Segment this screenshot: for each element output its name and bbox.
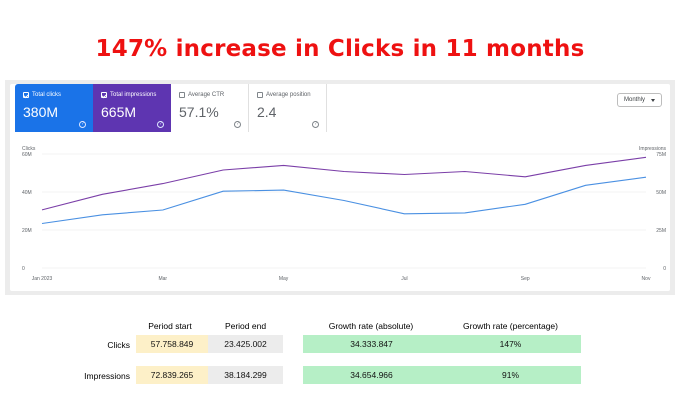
left-axis-title: Clicks: [22, 146, 36, 152]
impressions-period-start: 72.839.265: [136, 366, 208, 384]
right-tick-label: 25M: [656, 228, 666, 234]
average-position-label: Average position: [266, 92, 311, 98]
clicks-growth-percentage: 147%: [440, 335, 581, 353]
total-impressions-label: Total impressions: [110, 92, 157, 98]
performance-card: Total clicks 380M ? Total impressions 66…: [10, 84, 670, 291]
average-position-value: 2.4: [257, 104, 277, 120]
checkbox-unchecked-icon[interactable]: [179, 92, 185, 98]
checkbox-unchecked-icon[interactable]: [257, 92, 263, 98]
header-period-end: Period end: [224, 321, 267, 331]
total-clicks-value: 380M: [23, 104, 59, 120]
total-impressions-value: 665M: [101, 104, 137, 120]
left-tick-label: 60M: [22, 152, 32, 158]
total-clicks-label: Total clicks: [32, 92, 62, 98]
header-period-start: Period start: [148, 321, 192, 331]
left-tick-label: 0: [22, 266, 25, 272]
impressions-growth-absolute: 34.654.966: [303, 366, 440, 384]
average-position-card[interactable]: Average position 2.4 ?: [249, 84, 327, 132]
clicks-growth-absolute: 34.333.847: [303, 335, 440, 353]
average-ctr-card[interactable]: Average CTR 57.1% ?: [171, 84, 249, 132]
total-clicks-card[interactable]: Total clicks 380M ?: [15, 84, 93, 132]
left-tick-label: 40M: [22, 190, 32, 196]
average-ctr-value: 57.1%: [179, 104, 219, 120]
x-tick-label: Mar: [158, 276, 167, 282]
clicks-series-line: [41, 176, 647, 225]
impressions-growth-percentage: 91%: [440, 366, 581, 384]
period-dropdown-label: Monthly: [624, 97, 646, 103]
impressions-period-end: 38.184.299: [208, 366, 283, 384]
checkbox-checked-icon[interactable]: [23, 92, 29, 98]
x-tick-label: May: [279, 276, 289, 282]
clicks-period-end: 23.425.002: [208, 335, 283, 353]
x-tick-label: Sep: [521, 276, 530, 282]
right-tick-label: 0: [663, 266, 666, 272]
average-ctr-label: Average CTR: [188, 92, 225, 98]
search-console-panel: Total clicks 380M ? Total impressions 66…: [5, 80, 675, 295]
caret-down-icon: [651, 98, 656, 102]
headline: 147% increase in Clicks in 11 months: [95, 36, 585, 62]
header-growth-absolute: Growth rate (absolute): [328, 321, 414, 331]
total-impressions-card[interactable]: Total impressions 665M ?: [93, 84, 171, 132]
left-tick-label: 20M: [22, 228, 32, 234]
x-tick-label: Jul: [401, 276, 407, 282]
x-tick-label: Jan 2023: [32, 276, 53, 282]
help-icon[interactable]: ?: [79, 121, 86, 128]
row-label-impressions: Impressions: [84, 371, 130, 381]
right-tick-label: 50M: [656, 190, 666, 196]
x-tick-label: Nov: [642, 276, 651, 282]
row-label-clicks: Clicks: [107, 340, 130, 350]
help-icon[interactable]: ?: [312, 121, 319, 128]
header-growth-percentage: Growth rate (percentage): [463, 321, 558, 331]
period-dropdown[interactable]: Monthly: [617, 93, 662, 107]
clicks-period-start: 57.758.849: [136, 335, 208, 353]
right-tick-label: 75M: [656, 152, 666, 158]
help-icon[interactable]: ?: [234, 121, 241, 128]
checkbox-checked-icon[interactable]: [101, 92, 107, 98]
help-icon[interactable]: ?: [157, 121, 164, 128]
right-axis-title: Impressions: [639, 146, 666, 152]
impressions-series-line: [41, 156, 647, 211]
